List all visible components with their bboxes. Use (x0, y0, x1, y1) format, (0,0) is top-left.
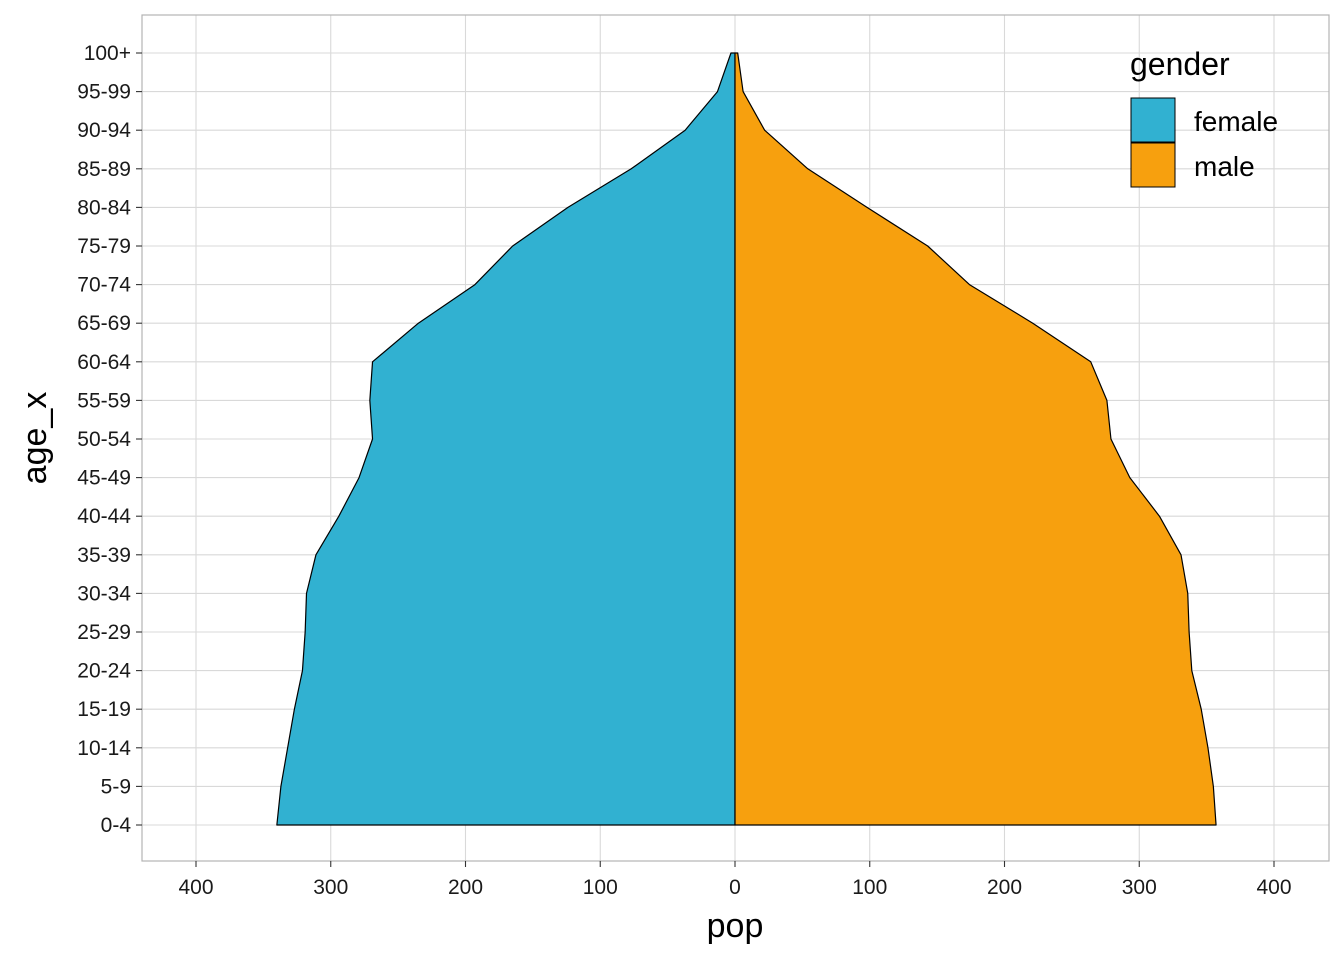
y-tick-label: 10-14 (77, 737, 131, 760)
x-tick-label: 100 (852, 876, 887, 899)
y-tick-label: 75-79 (77, 235, 131, 258)
area-female (276, 52, 736, 826)
y-tick-label: 0-4 (101, 814, 132, 837)
legend: gender female male (1130, 46, 1278, 188)
y-tick-label: 55-59 (77, 389, 131, 412)
y-tick-label: 35-39 (77, 544, 131, 567)
y-tick-label: 5-9 (101, 775, 131, 798)
x-tick-label: 400 (1256, 876, 1291, 899)
y-tick-label: 15-19 (77, 698, 131, 721)
area-male (734, 52, 1217, 826)
x-tick-label: 200 (448, 876, 483, 899)
x-axis-ticks: 400 300 200 100 0 100 200 300 400 (178, 861, 1292, 899)
x-tick-label: 300 (313, 876, 348, 899)
y-tick-label: 60-64 (77, 351, 131, 374)
y-tick-label: 80-84 (77, 196, 131, 219)
legend-label-female: female (1194, 106, 1278, 137)
y-tick-label: 45-49 (77, 467, 131, 490)
y-tick-label: 70-74 (77, 274, 131, 297)
y-tick-label: 85-89 (77, 158, 131, 181)
x-tick-label: 0 (729, 876, 741, 899)
y-tick-label: 50-54 (77, 428, 131, 451)
y-tick-label: 100+ (84, 42, 131, 65)
area-series (276, 52, 1217, 826)
y-tick-label: 20-24 (77, 660, 131, 683)
y-tick-label: 40-44 (77, 505, 131, 528)
y-tick-label: 95-99 (77, 81, 131, 104)
legend-title: gender (1130, 46, 1230, 82)
x-tick-label: 100 (583, 876, 618, 899)
y-tick-label: 25-29 (77, 621, 131, 644)
y-tick-label: 65-69 (77, 312, 131, 335)
y-axis-title: age_x (16, 392, 54, 485)
y-axis-ticks: 0-4 5-9 10-14 15-19 20-24 25-29 30-34 35-39 40-4… (77, 42, 142, 837)
y-tick-label: 90-94 (77, 119, 131, 142)
legend-label-male: male (1194, 151, 1255, 182)
legend-key-female (1130, 97, 1176, 143)
x-tick-label: 300 (1122, 876, 1157, 899)
y-tick-label: 30-34 (77, 582, 131, 605)
x-axis-title: pop (707, 907, 764, 945)
legend-key-male (1130, 142, 1176, 188)
x-tick-label: 200 (987, 876, 1022, 899)
x-tick-label: 400 (178, 876, 213, 899)
